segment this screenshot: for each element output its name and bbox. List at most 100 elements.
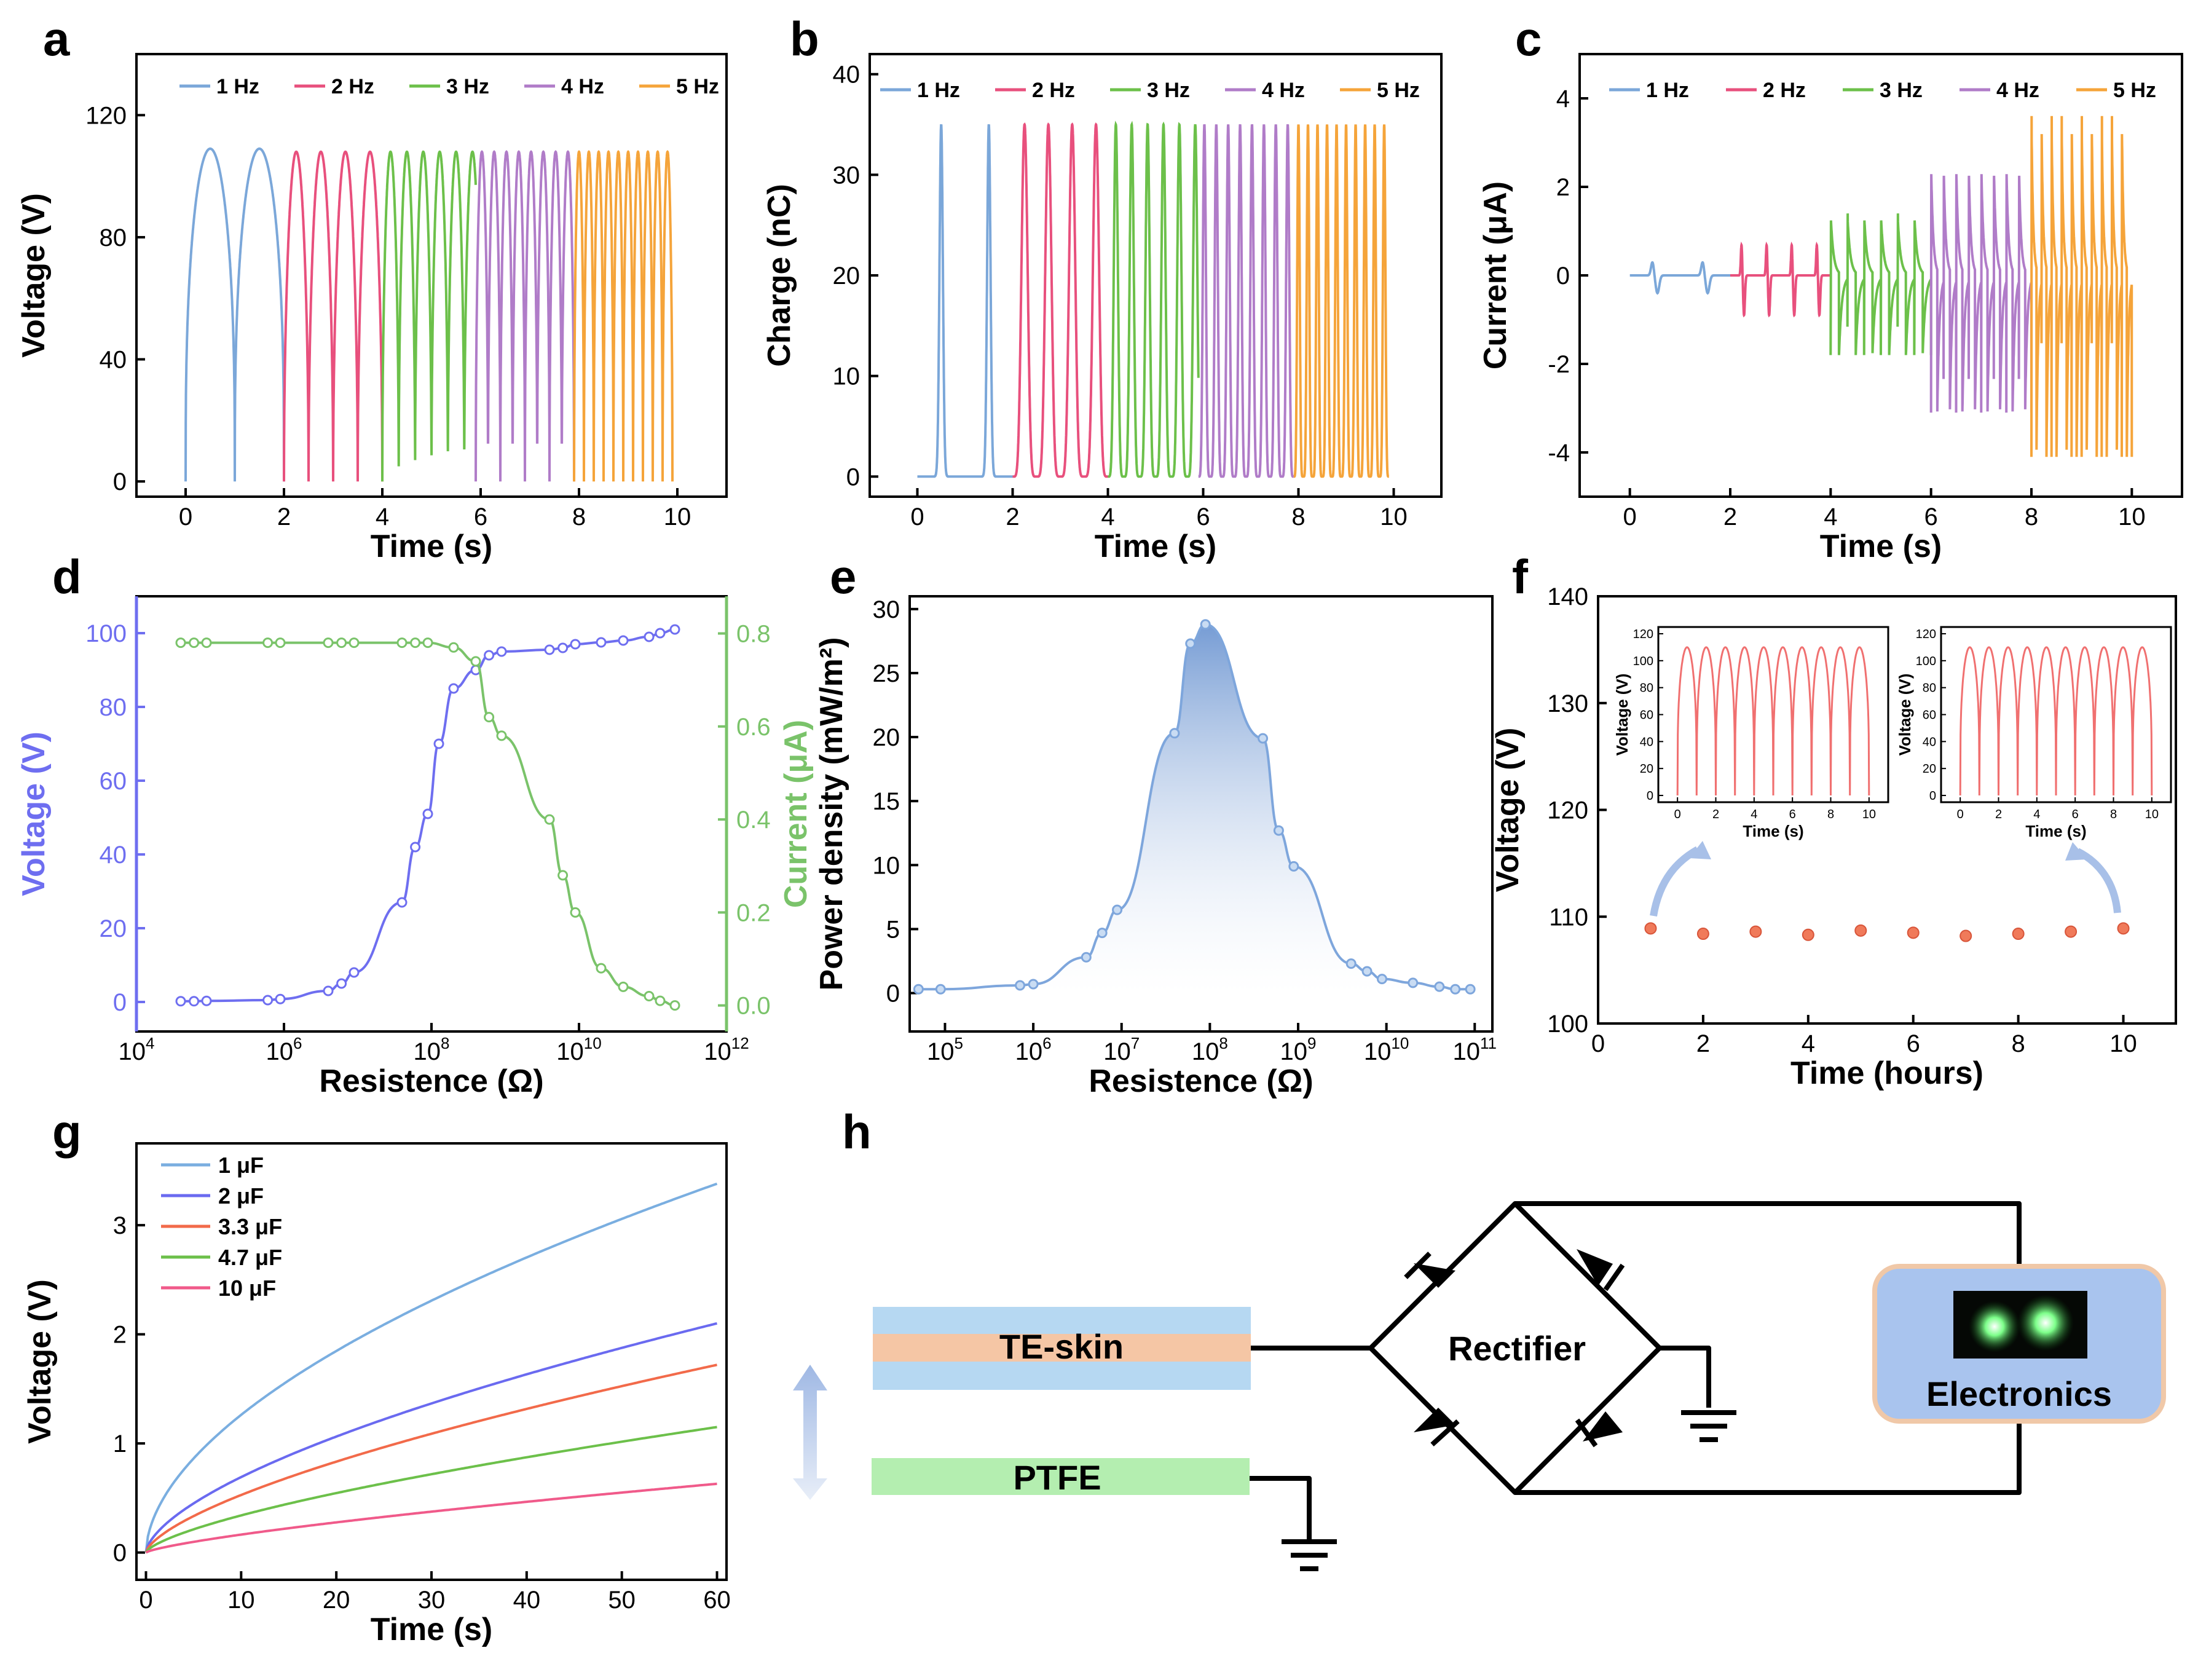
x-axis-label: Resistence (Ω) — [319, 1063, 543, 1099]
y-axis-label: Current (μA) — [1478, 181, 1513, 369]
x-axis-label: Time (s) — [371, 1612, 492, 1647]
wire-bridge-top — [1515, 1201, 2022, 1266]
data-point — [618, 635, 629, 646]
y-tick-label: 40 — [100, 347, 127, 374]
data-point — [1434, 981, 1445, 992]
data-point — [336, 978, 347, 989]
inset-y-tick-label: 80 — [1923, 682, 1936, 695]
chart-b: 0 2 4 6 8 10 0 10 20 30 40 Time (s) Charge (nC) 1 Hz 2… — [762, 53, 1443, 564]
rectifier-bridge — [1368, 1201, 1662, 1495]
x-tick-label: 6 — [474, 503, 487, 530]
series-line — [144, 1182, 718, 1553]
inset-series-line — [1959, 646, 2153, 796]
data-point — [1028, 979, 1039, 990]
data-point — [189, 996, 200, 1007]
data-point — [201, 637, 212, 649]
legend-label: 2 Hz — [1763, 79, 1806, 102]
x-tick-label: 10 — [227, 1587, 255, 1614]
data-point — [323, 637, 334, 649]
wire-right-ground — [1660, 1346, 1711, 1408]
plot-frame — [135, 1142, 728, 1581]
y-tick-label: 30 — [833, 162, 861, 189]
rectifier-label: Rectifier — [1448, 1329, 1586, 1368]
data-point — [484, 712, 495, 723]
legend-label: 2 μF — [218, 1183, 264, 1209]
legend-label: 5 Hz — [2113, 79, 2156, 102]
data-point — [655, 995, 666, 1006]
ptfe-label: PTFE — [1013, 1458, 1101, 1497]
x-tick-label: 1010 — [556, 1034, 601, 1065]
data-point — [2117, 922, 2130, 935]
data-point — [570, 639, 581, 650]
led-glow-icon — [1969, 1301, 2020, 1352]
y-tick-label: 120 — [1547, 797, 1588, 824]
y-tick-label: 10 — [873, 852, 900, 879]
diode-icon — [1577, 1249, 1625, 1292]
legend-label: 3 Hz — [446, 75, 489, 98]
x-tick-label: 0 — [179, 503, 192, 530]
plot-frame — [135, 53, 728, 498]
y-tick-label: 0 — [113, 468, 127, 495]
inset-arrow-icon — [2065, 842, 2087, 861]
series-line — [145, 1482, 717, 1554]
data-point — [644, 631, 655, 642]
diode-icon — [1414, 1408, 1460, 1446]
series-line — [1108, 120, 1200, 478]
y-tick-label: 100 — [85, 620, 127, 647]
y2-tick-label: 0.2 — [736, 899, 771, 926]
inset-series-line — [1676, 646, 1870, 796]
panel-label-c: c — [1515, 12, 1542, 66]
inset-x-tick-label: 4 — [1751, 808, 1757, 821]
series-line — [573, 150, 674, 482]
panel-label-d: d — [52, 550, 82, 604]
data-point — [1465, 984, 1476, 995]
x-tick-label: 108 — [1192, 1034, 1228, 1065]
inset-x-tick-label: 2 — [1995, 808, 2002, 821]
x-tick-label: 104 — [119, 1034, 155, 1065]
series-line — [1012, 122, 1108, 478]
x-tick-label: 10 — [2118, 503, 2146, 530]
legend-label: 4 Hz — [1262, 79, 1305, 102]
x-axis-label: Time (s) — [1095, 529, 1216, 564]
x-tick-label: 108 — [414, 1034, 450, 1065]
chart-a: 0 2 4 6 8 10 0 40 80 120 Time (s) Voltage (V) 1 Hz 2 … — [16, 53, 728, 564]
data-point — [323, 985, 334, 996]
y2-tick-label: 0.4 — [736, 806, 771, 834]
inset-x-axis-label: Time (s) — [1743, 822, 1803, 840]
y-tick-label: 0 — [886, 980, 900, 1008]
legend-label: 1 Hz — [1646, 79, 1689, 102]
y2-tick-label: 0.0 — [736, 993, 771, 1020]
y-tick-label: 10 — [833, 363, 861, 390]
x-tick-label: 0 — [1623, 503, 1637, 530]
legend-label: 3.3 μF — [218, 1214, 282, 1239]
data-point — [422, 808, 433, 819]
y-tick-label: -4 — [1548, 440, 1570, 467]
data-point — [1450, 984, 1461, 995]
x-tick-label: 4 — [1101, 503, 1114, 530]
inset-x-tick-label: 4 — [2033, 808, 2040, 821]
y2-tick-label: 0.6 — [736, 714, 771, 741]
data-point — [349, 967, 360, 978]
data-point — [175, 637, 186, 649]
series-line — [181, 641, 676, 1007]
x-tick-label: 10 — [2109, 1030, 2137, 1057]
data-point — [1112, 904, 1123, 915]
series-line — [1829, 213, 1932, 355]
y-tick-label: 0 — [846, 463, 860, 491]
inset-y-tick-label: 120 — [1916, 628, 1936, 641]
inset-y-tick-label: 20 — [1640, 762, 1653, 776]
inset-y-tick-label: 120 — [1633, 628, 1653, 641]
x-tick-label: 2 — [1723, 503, 1737, 530]
series-line — [1629, 261, 1730, 295]
series-line — [1198, 124, 1294, 478]
y-tick-label: 40 — [100, 842, 127, 869]
data-point — [470, 656, 481, 667]
legend-label: 4 Hz — [1996, 79, 2039, 102]
series-line — [144, 1426, 717, 1553]
data-point — [1097, 928, 1108, 939]
x-tick-label: 50 — [608, 1587, 636, 1614]
x-tick-label: 2 — [1006, 503, 1019, 530]
x-tick-label: 10 — [664, 503, 691, 530]
